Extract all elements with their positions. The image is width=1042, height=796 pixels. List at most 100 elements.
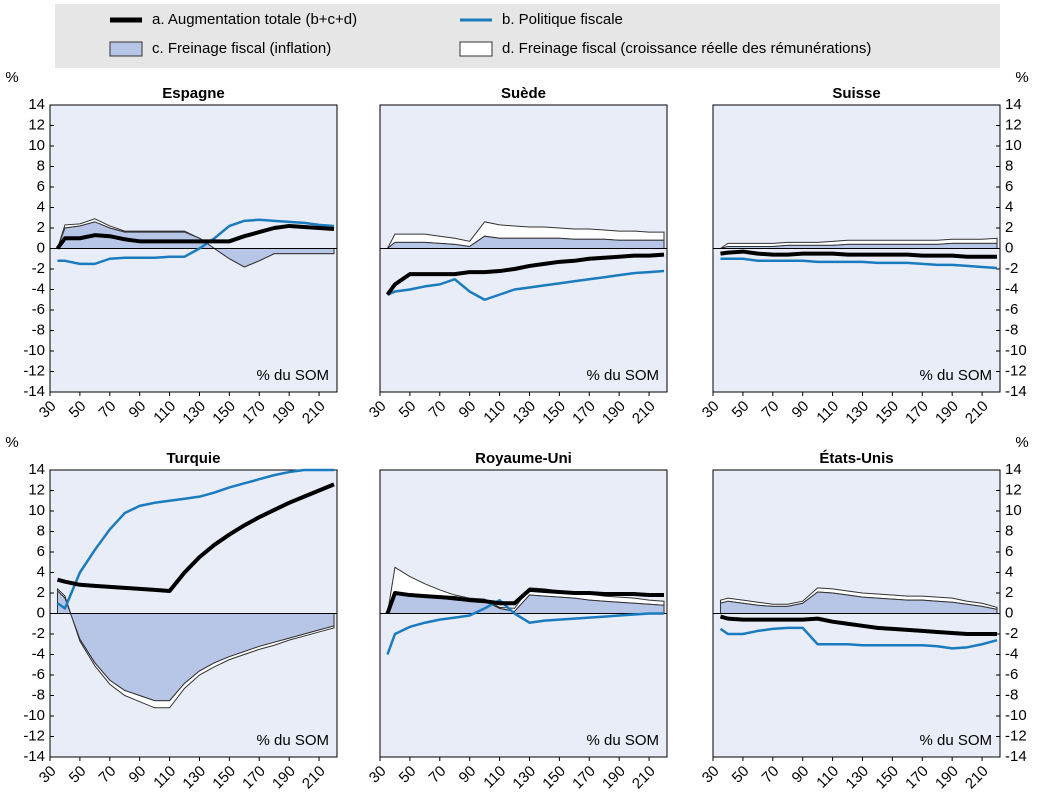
x-tick-label: 130 (509, 763, 539, 791)
y-tick-label: -8 (1005, 686, 1018, 703)
y-tick-label: -10 (23, 707, 45, 724)
x-tick-label: 70 (96, 398, 120, 422)
y-tick-label: 4 (1005, 563, 1013, 580)
x-tick-label: 30 (366, 398, 390, 422)
y-tick-label: 12 (28, 481, 45, 498)
y-tick-label: -2 (32, 625, 45, 642)
y-tick-label: 0 (1005, 604, 1013, 621)
x-tick-label: 150 (872, 763, 902, 791)
x-tick-label: 30 (366, 763, 390, 787)
legend-label: b. Politique fiscale (502, 11, 623, 28)
x-tick-label: 90 (456, 398, 480, 422)
x-tick-label: 110 (480, 398, 509, 427)
y-tick-label: 8 (37, 522, 45, 539)
line-b (720, 257, 998, 270)
y-tick-label: -6 (32, 301, 45, 318)
x-tick-label: 70 (426, 398, 450, 422)
x-tick-label: 30 (699, 398, 723, 422)
y-tick-label: -6 (1005, 666, 1018, 683)
y-tick-label: -4 (32, 280, 45, 297)
y-tick-label: -8 (32, 686, 45, 703)
x-tick-label: 190 (932, 763, 962, 791)
y-tick-label: 10 (28, 502, 45, 519)
x-tick-label: 170 (239, 763, 269, 791)
legend-swatch (459, 41, 493, 57)
y-axis-label: % (5, 434, 18, 451)
line-b (57, 218, 335, 266)
y-tick-label: 2 (37, 219, 45, 236)
line-a (56, 482, 335, 593)
y-tick-label: -6 (32, 666, 45, 683)
x-tick-label: 130 (842, 763, 872, 791)
line-b (719, 626, 998, 650)
x-tick-label: 90 (126, 398, 150, 422)
y-tick-label: 10 (1005, 502, 1022, 519)
x-tick-label: 210 (629, 763, 659, 791)
x-tick-label: 190 (269, 398, 299, 428)
panel-title: Espagne (162, 85, 225, 102)
x-tick-label: 30 (699, 763, 723, 787)
y-axis-label: % (1015, 434, 1028, 451)
y-tick-label: -12 (23, 727, 45, 744)
y-tick-label: 0 (37, 604, 45, 621)
line-a (719, 614, 998, 636)
annotation: % du SOM (256, 367, 329, 384)
y-tick-label: -12 (23, 362, 45, 379)
x-tick-label: 170 (569, 763, 599, 791)
y-tick-label: -14 (1005, 748, 1027, 765)
x-tick-label: 110 (150, 398, 179, 427)
panel-title: Royaume-Uni (475, 450, 572, 467)
y-tick-label: 14 (1005, 96, 1022, 113)
x-tick-label: 110 (150, 763, 179, 791)
y-tick-label: 6 (37, 543, 45, 560)
legend-label: d. Freinage fiscal (croissance réelle de… (502, 40, 871, 57)
x-tick-label: 30 (36, 398, 60, 422)
annotation: % du SOM (919, 732, 992, 749)
legend-box (55, 4, 1000, 68)
x-tick-label: 50 (729, 763, 753, 787)
x-tick-label: 130 (842, 398, 872, 428)
y-tick-label: 4 (37, 563, 45, 580)
y-tick-label: 6 (1005, 178, 1013, 195)
x-tick-label: 190 (599, 763, 629, 791)
y-tick-label: 8 (1005, 157, 1013, 174)
y-tick-label: 12 (1005, 116, 1022, 133)
panel-title: Turquie (167, 450, 221, 467)
y-tick-label: -10 (1005, 342, 1027, 359)
y-tick-label: -10 (23, 342, 45, 359)
y-tick-label: -8 (32, 321, 45, 338)
y-tick-label: -14 (23, 383, 45, 400)
y-tick-label: 12 (28, 116, 45, 133)
x-tick-label: 70 (426, 763, 450, 787)
line-a (385, 252, 665, 296)
y-tick-label: 10 (1005, 137, 1022, 154)
x-tick-label: 190 (599, 398, 629, 428)
y-tick-label: -12 (1005, 727, 1027, 744)
area-c (386, 235, 665, 249)
x-tick-label: 90 (789, 398, 813, 422)
line-a (385, 587, 665, 615)
y-tick-label: 10 (28, 137, 45, 154)
panel-title: Suisse (832, 85, 880, 102)
x-tick-label: 150 (209, 763, 239, 791)
x-tick-label: 130 (509, 398, 539, 428)
x-tick-label: 210 (962, 763, 992, 791)
line-a (720, 249, 998, 259)
x-tick-label: 210 (629, 398, 659, 428)
annotation: % du SOM (256, 732, 329, 749)
x-tick-label: 130 (179, 398, 209, 428)
x-tick-label: 50 (396, 763, 420, 787)
x-tick-label: 190 (269, 763, 299, 791)
x-tick-label: 210 (962, 398, 992, 428)
y-tick-label: -2 (1005, 260, 1018, 277)
x-tick-label: 50 (396, 398, 420, 422)
x-tick-label: 50 (66, 398, 90, 422)
x-tick-label: 110 (813, 398, 842, 427)
y-tick-label: -14 (1005, 383, 1027, 400)
x-tick-label: 50 (66, 763, 90, 787)
x-tick-label: 190 (932, 398, 962, 428)
x-tick-label: 170 (239, 398, 269, 428)
panel-title: Suède (501, 85, 546, 102)
y-tick-label: 6 (1005, 543, 1013, 560)
